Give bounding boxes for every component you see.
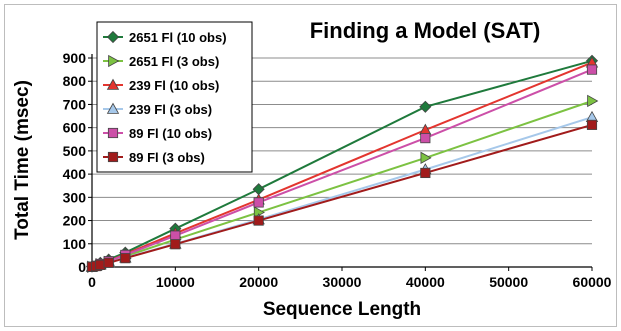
x-axis-title: Sequence Length (263, 299, 421, 320)
x-tick-label: 30000 (323, 274, 362, 290)
chart-title: Finding a Model (SAT) (310, 18, 541, 43)
data-point (120, 253, 131, 264)
data-point (103, 257, 114, 268)
legend-label: 2651 Fl (10 obs) (129, 30, 227, 45)
series-6 (86, 119, 598, 272)
x-tick-label: 0 (88, 274, 96, 290)
legend-label: 2651 Fl (3 obs) (129, 54, 219, 69)
legend-item: 2651 Fl (3 obs) (103, 54, 219, 69)
data-point (252, 183, 265, 196)
legend-item: 89 Fl (3 obs) (103, 150, 205, 165)
legend-marker (106, 78, 120, 90)
y-tick-label: 900 (63, 50, 87, 66)
data-point (420, 133, 431, 144)
legend-label: 239 Fl (10 obs) (129, 78, 219, 93)
data-point (586, 119, 598, 130)
legend-item: 2651 Fl (10 obs) (103, 30, 227, 45)
data-point (586, 64, 598, 75)
legend-item: 89 Fl (10 obs) (103, 126, 212, 141)
data-point (587, 94, 599, 108)
legend-marker (106, 30, 120, 44)
legend-marker (106, 102, 120, 114)
x-tick-label: 40000 (406, 274, 445, 290)
legend-box (96, 21, 253, 173)
data-point (420, 167, 431, 179)
y-tick-label: 0 (78, 259, 86, 275)
data-point (170, 230, 181, 241)
y-tick-label: 100 (63, 236, 87, 252)
legend-item: 239 Fl (10 obs) (103, 78, 219, 93)
y-axis-title: Total Time (msec) (12, 80, 33, 240)
legend-marker (108, 54, 120, 68)
data-point (253, 197, 264, 208)
x-tick-label: 50000 (489, 274, 528, 290)
legend-item: 239 Fl (3 obs) (103, 102, 212, 117)
y-tick-label: 300 (63, 189, 87, 205)
y-tick-label: 600 (63, 120, 87, 136)
legend-label: 89 Fl (3 obs) (129, 150, 205, 165)
legend-label: 89 Fl (10 obs) (129, 126, 212, 141)
legend-marker (107, 151, 119, 163)
legend-label: 239 Fl (3 obs) (129, 102, 212, 117)
legend-marker (107, 127, 119, 139)
y-tick-label: 800 (63, 73, 87, 89)
axis-layer: 0 100 200 300 400 500 600 700 800 900 0 10000 20000 3… (63, 50, 612, 290)
y-tick-label: 200 (63, 213, 87, 229)
data-point (170, 239, 181, 250)
data-point (420, 151, 432, 165)
data-point (253, 215, 264, 226)
y-tick-label: 700 (63, 96, 87, 112)
x-tick-label: 10000 (156, 274, 195, 290)
legend: 2651 Fl (10 obs) 2651 Fl (3 obs) 239 Fl (1… (96, 21, 253, 173)
x-tick-label: 20000 (239, 274, 278, 290)
y-tick-label: 400 (63, 166, 87, 182)
x-tick-label: 60000 (573, 274, 612, 290)
series-layer (85, 54, 599, 273)
data-point (419, 100, 432, 113)
y-tick-label: 500 (63, 143, 87, 159)
